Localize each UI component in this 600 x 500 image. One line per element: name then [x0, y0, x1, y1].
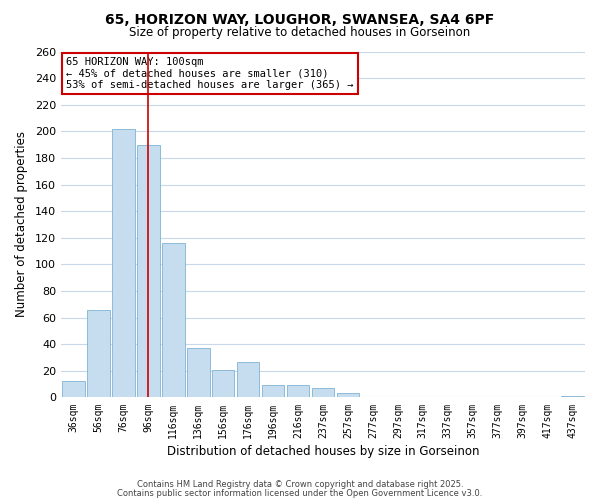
Bar	[112, 128, 134, 398]
Bar	[337, 394, 359, 398]
Bar	[187, 348, 209, 398]
Bar	[237, 362, 259, 398]
Bar	[212, 370, 235, 398]
Bar	[287, 386, 310, 398]
Bar	[262, 386, 284, 398]
Bar	[87, 310, 110, 398]
Bar	[561, 396, 584, 398]
X-axis label: Distribution of detached houses by size in Gorseinon: Distribution of detached houses by size …	[167, 444, 479, 458]
Bar	[312, 388, 334, 398]
Text: Size of property relative to detached houses in Gorseinon: Size of property relative to detached ho…	[130, 26, 470, 39]
Text: 65 HORIZON WAY: 100sqm
← 45% of detached houses are smaller (310)
53% of semi-de: 65 HORIZON WAY: 100sqm ← 45% of detached…	[66, 56, 354, 90]
Bar	[62, 382, 85, 398]
Text: Contains HM Land Registry data © Crown copyright and database right 2025.: Contains HM Land Registry data © Crown c…	[137, 480, 463, 489]
Bar	[137, 144, 160, 398]
Text: Contains public sector information licensed under the Open Government Licence v3: Contains public sector information licen…	[118, 488, 482, 498]
Bar	[162, 243, 185, 398]
Text: 65, HORIZON WAY, LOUGHOR, SWANSEA, SA4 6PF: 65, HORIZON WAY, LOUGHOR, SWANSEA, SA4 6…	[106, 12, 494, 26]
Y-axis label: Number of detached properties: Number of detached properties	[15, 132, 28, 318]
